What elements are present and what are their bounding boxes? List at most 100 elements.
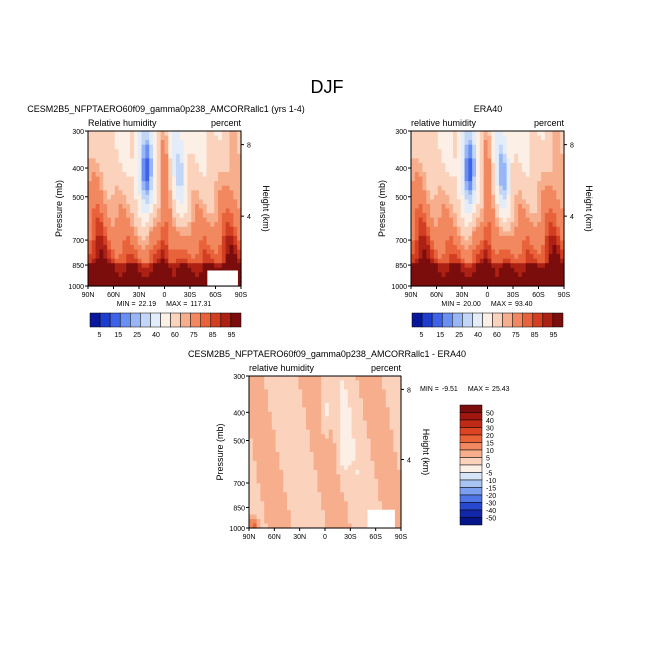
- field-cell: [437, 231, 443, 237]
- field-cell: [537, 203, 542, 210]
- field-cell: [514, 235, 519, 242]
- field-cell: [456, 235, 462, 242]
- field-cell: [537, 181, 542, 187]
- field-cell: [411, 258, 416, 264]
- field-cell: [468, 208, 473, 214]
- field-cell: [237, 217, 242, 223]
- field-cell: [456, 276, 462, 283]
- field-cell: [233, 208, 238, 214]
- field-cell: [218, 144, 223, 150]
- field-cell: [430, 254, 435, 260]
- field-cell: [306, 398, 311, 404]
- field-cell: [141, 281, 146, 287]
- field-cell: [122, 254, 127, 260]
- field-cell: [479, 162, 485, 169]
- field-cell: [160, 235, 166, 242]
- field-cell: [366, 380, 372, 386]
- field-cell: [460, 217, 466, 223]
- field-cell: [556, 240, 561, 246]
- field-cell: [149, 258, 154, 264]
- field-cell: [541, 217, 546, 223]
- field-cell: [453, 158, 458, 164]
- field-cell: [107, 199, 112, 205]
- field-cell: [145, 231, 150, 237]
- field-cell: [149, 267, 154, 273]
- field-cell: [260, 425, 265, 431]
- colorbar-label: -30: [486, 501, 496, 508]
- field-cell: [95, 272, 101, 278]
- field-cell: [468, 213, 473, 219]
- field-cell: [502, 267, 508, 273]
- field-cell: [525, 194, 531, 200]
- field-cell: [160, 272, 166, 278]
- field-cell: [256, 492, 261, 498]
- field-cell: [430, 199, 435, 205]
- field-cell: [411, 276, 416, 283]
- field-cell: [256, 384, 261, 391]
- field-cell: [99, 276, 104, 283]
- field-cell: [441, 226, 447, 232]
- field-cell: [495, 199, 500, 205]
- field-cell: [302, 478, 307, 484]
- field-cell: [370, 398, 375, 404]
- colorbar-swatch: [512, 312, 523, 328]
- field-cell: [118, 276, 124, 283]
- field-cell: [552, 131, 557, 137]
- field-cell: [271, 469, 277, 475]
- field-cell: [418, 199, 424, 205]
- field-cell: [433, 267, 439, 273]
- field-cell: [302, 447, 307, 453]
- field-cell: [164, 190, 169, 196]
- field-cell: [172, 140, 177, 146]
- field-cell: [164, 249, 169, 255]
- colorbar-label: 5: [419, 332, 423, 339]
- field-cell: [88, 244, 93, 251]
- field-cell: [156, 181, 162, 187]
- field-cell: [95, 149, 101, 155]
- field-cell: [183, 140, 189, 146]
- field-cell: [91, 135, 97, 141]
- field-cell: [502, 249, 508, 255]
- field-cell: [172, 153, 177, 159]
- field-cell: [175, 199, 181, 205]
- field-cell: [283, 443, 288, 449]
- field-cell: [214, 185, 219, 191]
- field-cell: [279, 492, 284, 498]
- field-cell: [351, 393, 356, 399]
- field-cell: [145, 222, 150, 228]
- field-cell: [328, 478, 334, 484]
- field-cell: [195, 199, 200, 205]
- field-cell: [445, 217, 450, 223]
- field-cell: [252, 438, 258, 444]
- field-cell: [309, 519, 315, 525]
- field-cell: [389, 420, 394, 426]
- field-cell: [498, 254, 504, 260]
- field-cell: [114, 272, 120, 278]
- field-cell: [114, 181, 120, 187]
- field-cell: [202, 254, 208, 260]
- field-cell: [510, 131, 515, 137]
- field-cell: [533, 231, 538, 237]
- field-cell: [449, 213, 454, 219]
- field-cell: [298, 393, 303, 399]
- field-cell: [472, 263, 477, 269]
- field-cell: [218, 213, 223, 219]
- field-cell: [130, 222, 135, 228]
- field-cell: [544, 276, 550, 283]
- field-cell: [430, 140, 435, 146]
- field-cell: [164, 240, 169, 246]
- field-cell: [441, 222, 447, 228]
- field-cell: [118, 153, 124, 159]
- field-cell: [103, 162, 108, 169]
- field-cell: [340, 501, 345, 507]
- field-cell: [256, 456, 261, 462]
- field-cell: [422, 172, 427, 178]
- field-cell: [275, 510, 280, 516]
- field-cell: [225, 235, 231, 242]
- field-cell: [225, 203, 231, 210]
- field-cell: [206, 162, 211, 169]
- colorbar-label: 15: [436, 332, 444, 339]
- field-cell: [130, 172, 135, 178]
- field-cell: [264, 398, 269, 404]
- field-cell: [175, 226, 181, 232]
